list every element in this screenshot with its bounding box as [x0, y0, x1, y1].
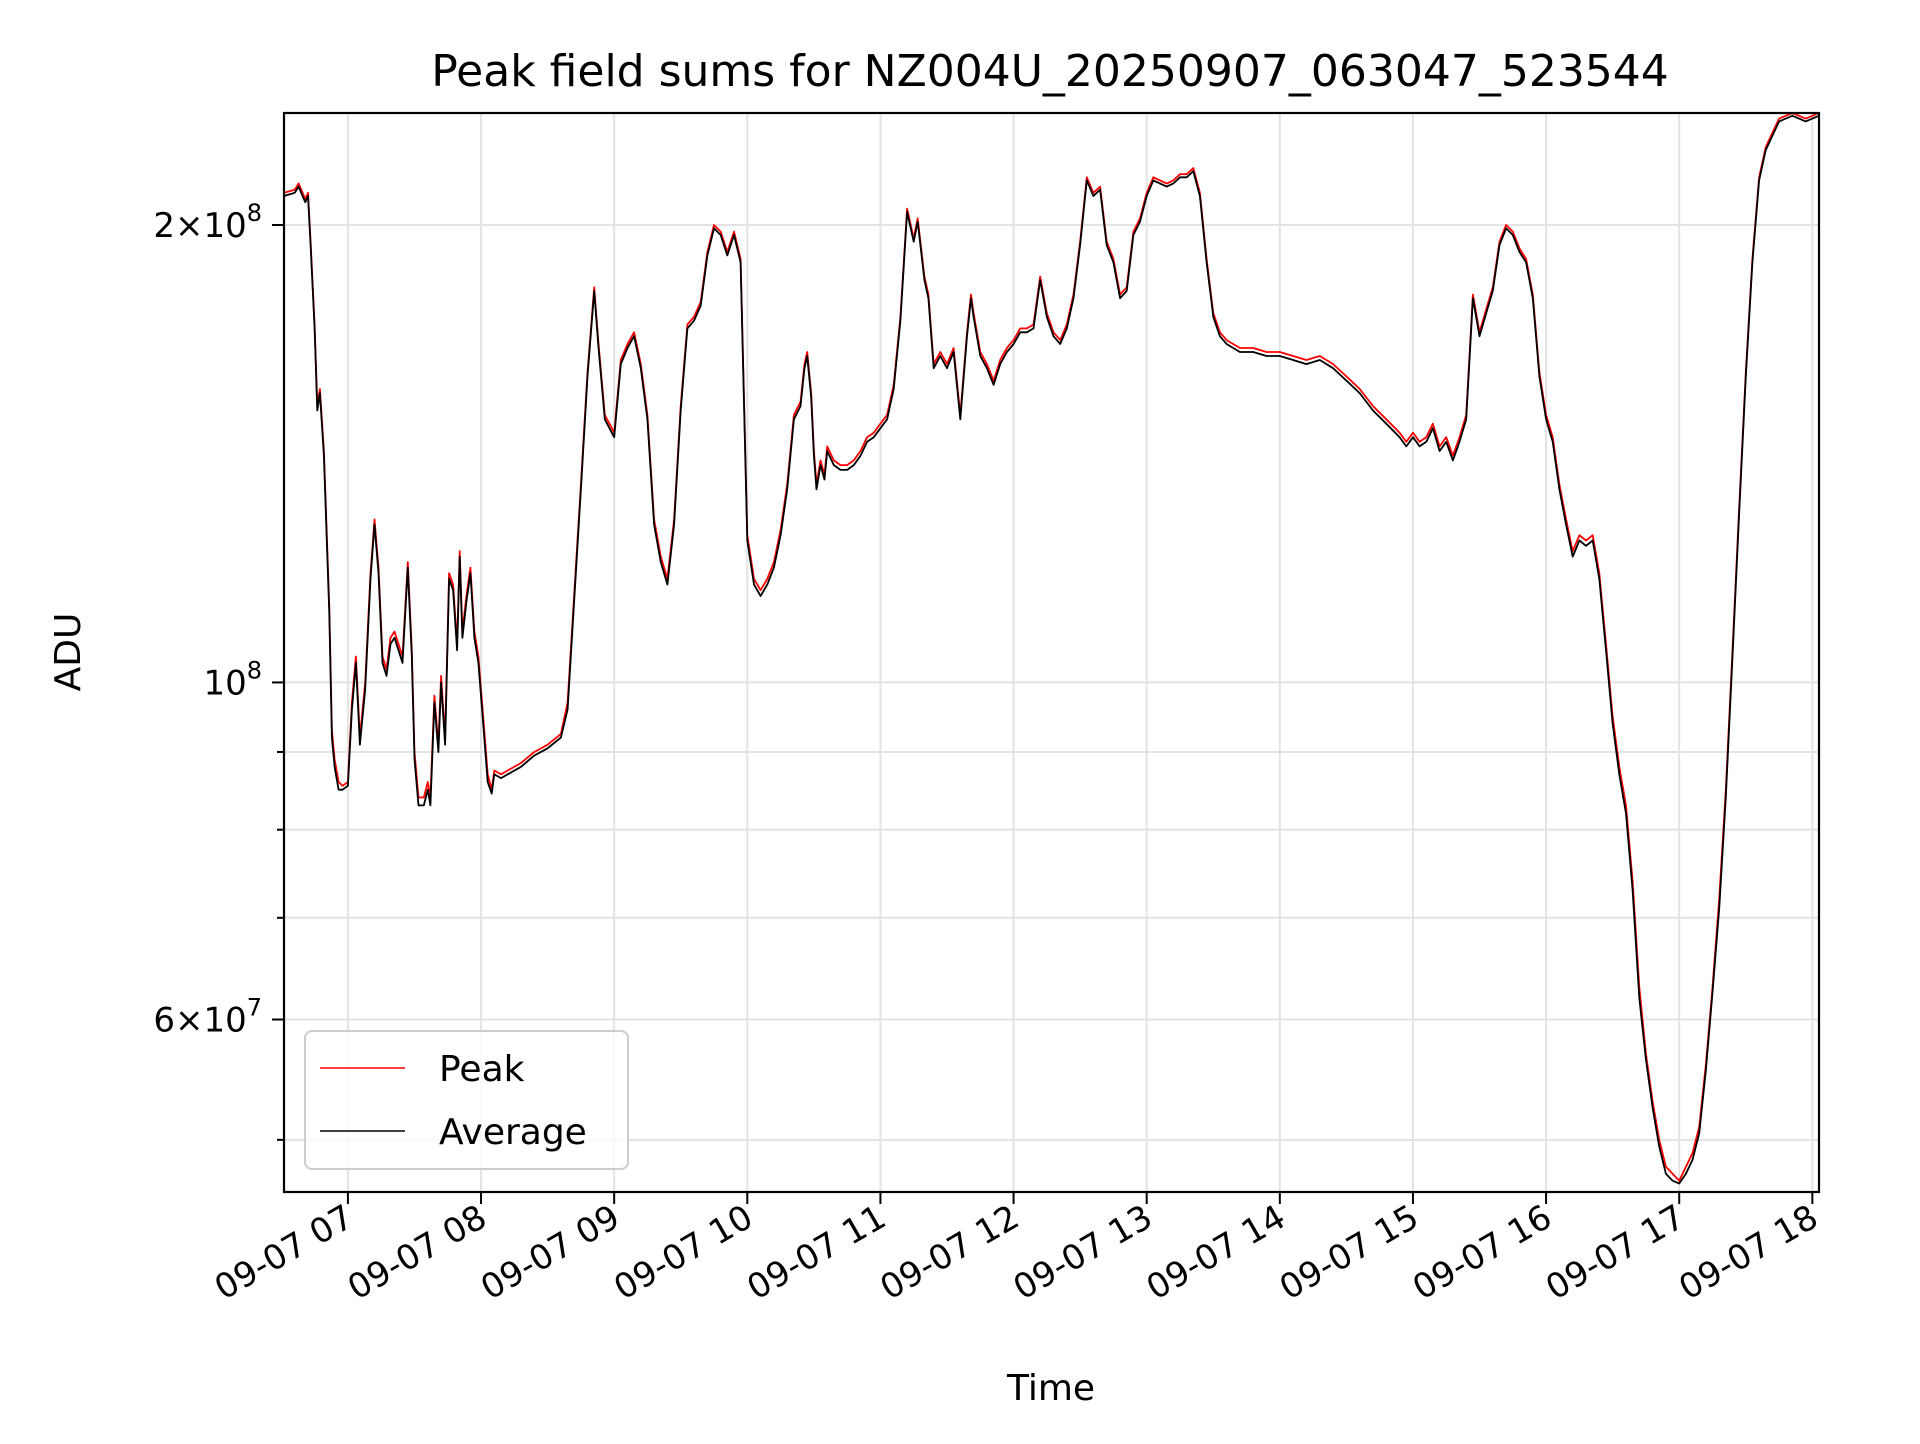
legend: Peak Average	[304, 1030, 629, 1170]
y-tick-label: 2×108	[153, 199, 262, 246]
chart-title: Peak field sums for NZ004U_20250907_0630…	[431, 46, 1669, 97]
legend-label-peak: Peak	[439, 1049, 525, 1090]
x-axis-label: Time	[1006, 1368, 1095, 1409]
y-tick-label: 108	[203, 656, 262, 703]
y-tick-label: 6×107	[153, 994, 262, 1041]
legend-label-average: Average	[439, 1112, 587, 1153]
plot-area-frame	[282, 111, 1821, 1194]
y-axis-label: ADU	[48, 613, 89, 692]
grid	[284, 113, 1819, 1192]
series-layer	[284, 113, 1819, 1185]
series-line-average	[284, 114, 1819, 1185]
legend-frame	[304, 1030, 629, 1170]
series-line-peak	[284, 113, 1819, 1182]
